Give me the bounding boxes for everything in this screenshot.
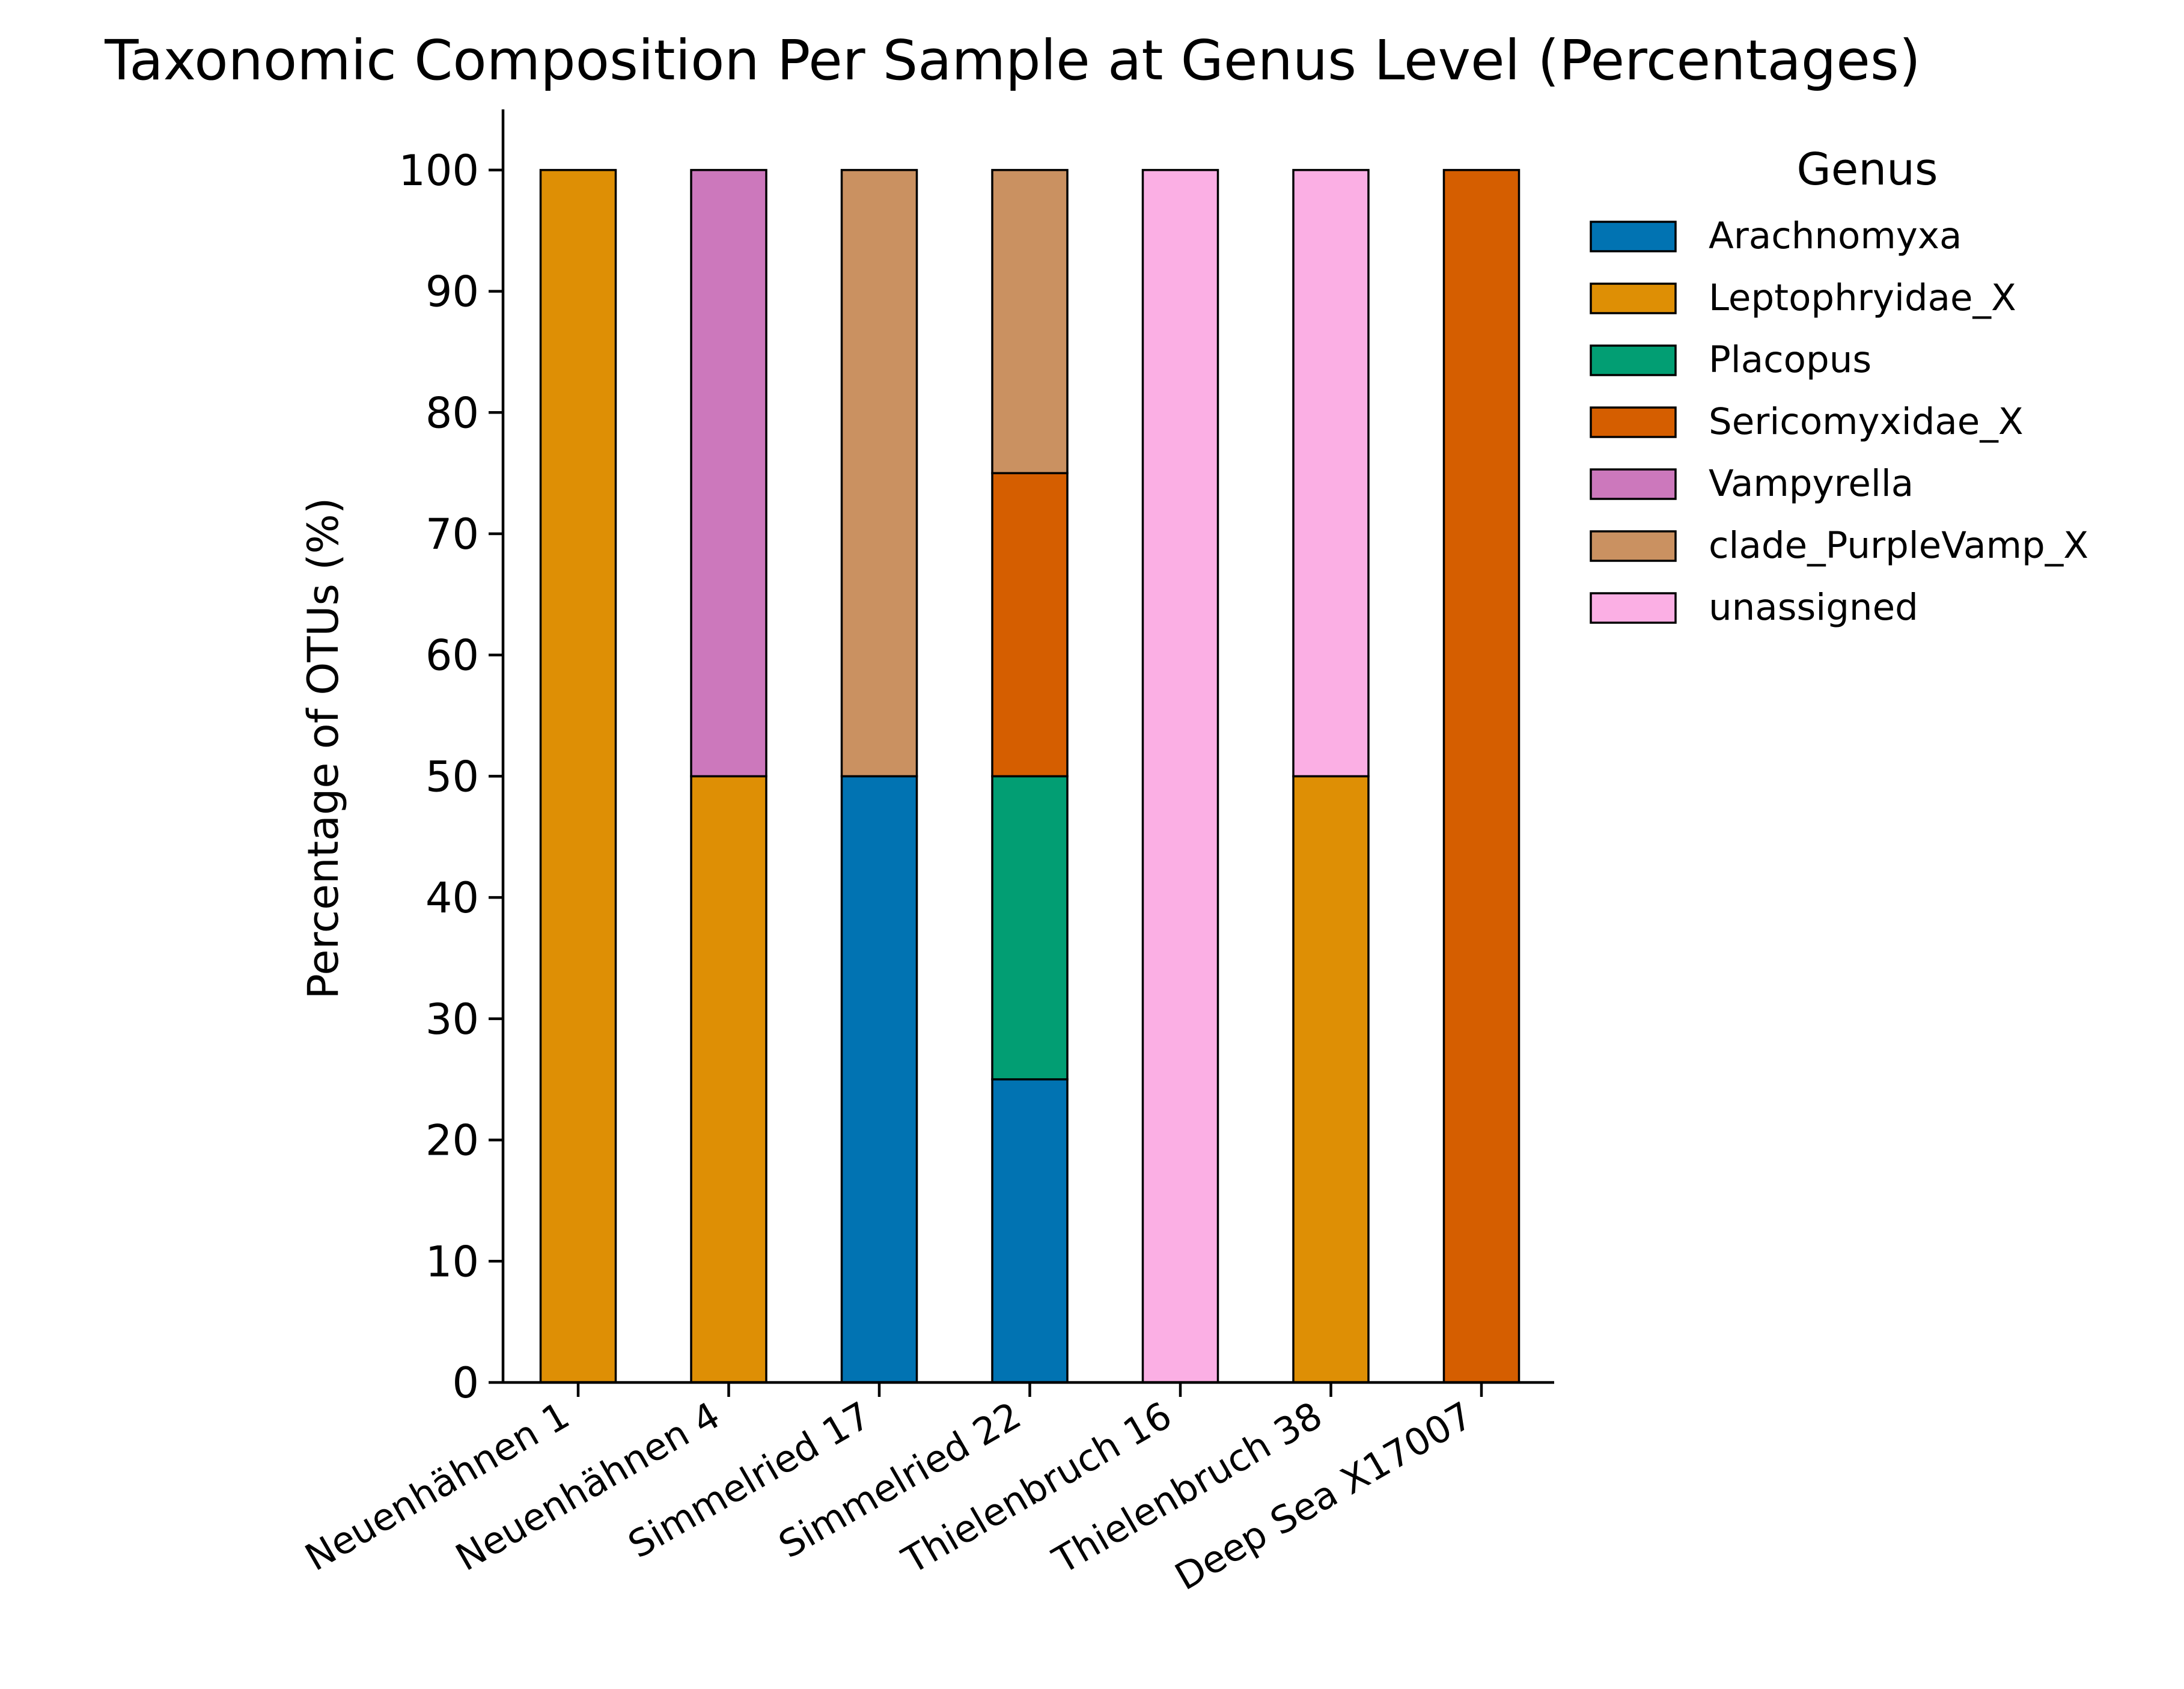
legend-label: Arachnomyxa (1709, 215, 1962, 257)
legend-label: unassigned (1709, 586, 1918, 629)
legend-items: Arachnomyxa Leptophryidae_X Placopus Serico… (1590, 215, 2088, 629)
bar-segment (1442, 169, 1521, 1384)
chart-title: Taxonomic Composition Per Sample at Genu… (104, 28, 1920, 93)
bar-segment (539, 169, 617, 1384)
bar-segment (690, 775, 767, 1384)
y-tick-label: 40 (426, 873, 479, 923)
bar-segment (1141, 169, 1219, 1384)
legend-item: Leptophryidae_X (1590, 276, 2016, 319)
y-tick-label: 50 (426, 752, 479, 801)
legend-item: Vampyrella (1590, 462, 1914, 505)
bar-segment (991, 472, 1069, 778)
bar-segment (1292, 775, 1370, 1384)
legend-label: Placopus (1709, 338, 1871, 381)
y-tick-label: 100 (398, 146, 479, 195)
bar-segment (840, 775, 918, 1384)
legend-item: Placopus (1590, 338, 1871, 381)
legend-swatch (1590, 221, 1677, 252)
x-tick-label: Thielenbruch 16 (894, 1393, 1179, 1583)
legend-label: Vampyrella (1709, 462, 1914, 505)
bar-segment (991, 169, 1069, 474)
y-tick-label: 60 (426, 631, 479, 680)
legend-swatch (1590, 592, 1677, 624)
legend-label: clade_PurpleVamp_X (1709, 524, 2088, 567)
bar-segment (1292, 169, 1370, 778)
y-axis-label: Percentage of OTUs (%) (299, 498, 348, 1000)
bar-segment (690, 169, 767, 778)
legend-swatch (1590, 344, 1677, 376)
legend-swatch (1590, 283, 1677, 314)
bars-layer (539, 169, 1521, 1384)
legend-item: Arachnomyxa (1590, 215, 1962, 257)
legend-label: Leptophryidae_X (1709, 276, 2016, 319)
legend-label: Sericomyxidae_X (1709, 400, 2024, 443)
y-tick-label: 80 (426, 388, 479, 438)
legend-item: Sericomyxidae_X (1590, 400, 2024, 443)
legend-swatch (1590, 530, 1677, 562)
y-tick-label: 20 (426, 1116, 479, 1165)
legend-title: Genus (1796, 144, 1938, 195)
y-tick-label: 90 (426, 267, 479, 317)
bar-segment (991, 775, 1069, 1081)
y-tick-label: 0 (452, 1358, 479, 1408)
legend: Genus Arachnomyxa Leptophryidae_X Placopus… (1590, 144, 2088, 629)
legend-item: unassigned (1590, 586, 1918, 629)
legend-swatch (1590, 468, 1677, 500)
bar-segment (991, 1078, 1069, 1384)
legend-swatch (1590, 406, 1677, 438)
x-tick-label: Neuenhähnen 4 (448, 1393, 727, 1580)
bar-segment (840, 169, 918, 778)
legend-item: clade_PurpleVamp_X (1590, 524, 2088, 567)
x-tick-label: Neuenhähnen 1 (297, 1393, 576, 1580)
y-tick-label: 30 (426, 995, 479, 1044)
y-tick-label: 70 (426, 510, 479, 559)
y-tick-label: 10 (426, 1237, 479, 1286)
